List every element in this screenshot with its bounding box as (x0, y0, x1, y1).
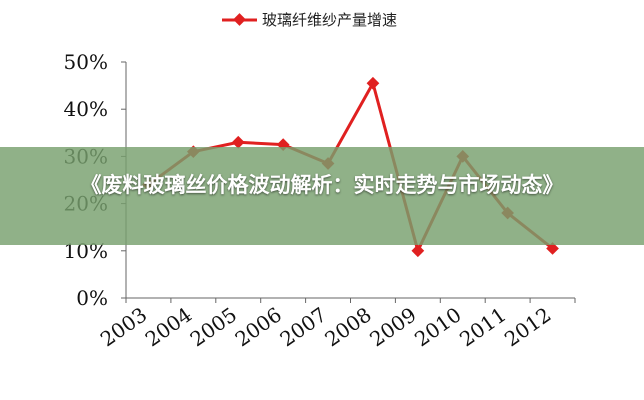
x-tick-label: 2007 (275, 302, 330, 351)
y-tick-label: 0% (76, 286, 108, 310)
x-tick-label: 2012 (500, 302, 555, 351)
legend-label: 玻璃纤维纱产量增速 (262, 11, 397, 29)
x-tick-label: 2009 (365, 302, 420, 351)
legend: 玻璃纤维纱产量增速 (222, 11, 397, 29)
title-banner (0, 147, 644, 245)
data-point-marker (231, 135, 245, 149)
data-point-marker (366, 76, 380, 90)
legend-diamond-marker (233, 13, 246, 26)
y-tick-label: 40% (64, 97, 108, 121)
x-tick-label: 2006 (231, 302, 286, 351)
overlay-title: 《废料玻璃丝价格波动解析：实时走势与市场动态》 (80, 173, 564, 197)
x-tick-label: 2008 (320, 302, 375, 351)
x-tick-label: 2011 (455, 302, 510, 351)
x-tick-label: 2005 (186, 302, 241, 351)
x-tick-label: 2004 (141, 302, 196, 351)
x-tick-label: 2010 (410, 302, 465, 351)
y-tick-label: 50% (64, 50, 108, 74)
data-point-marker (411, 244, 425, 258)
